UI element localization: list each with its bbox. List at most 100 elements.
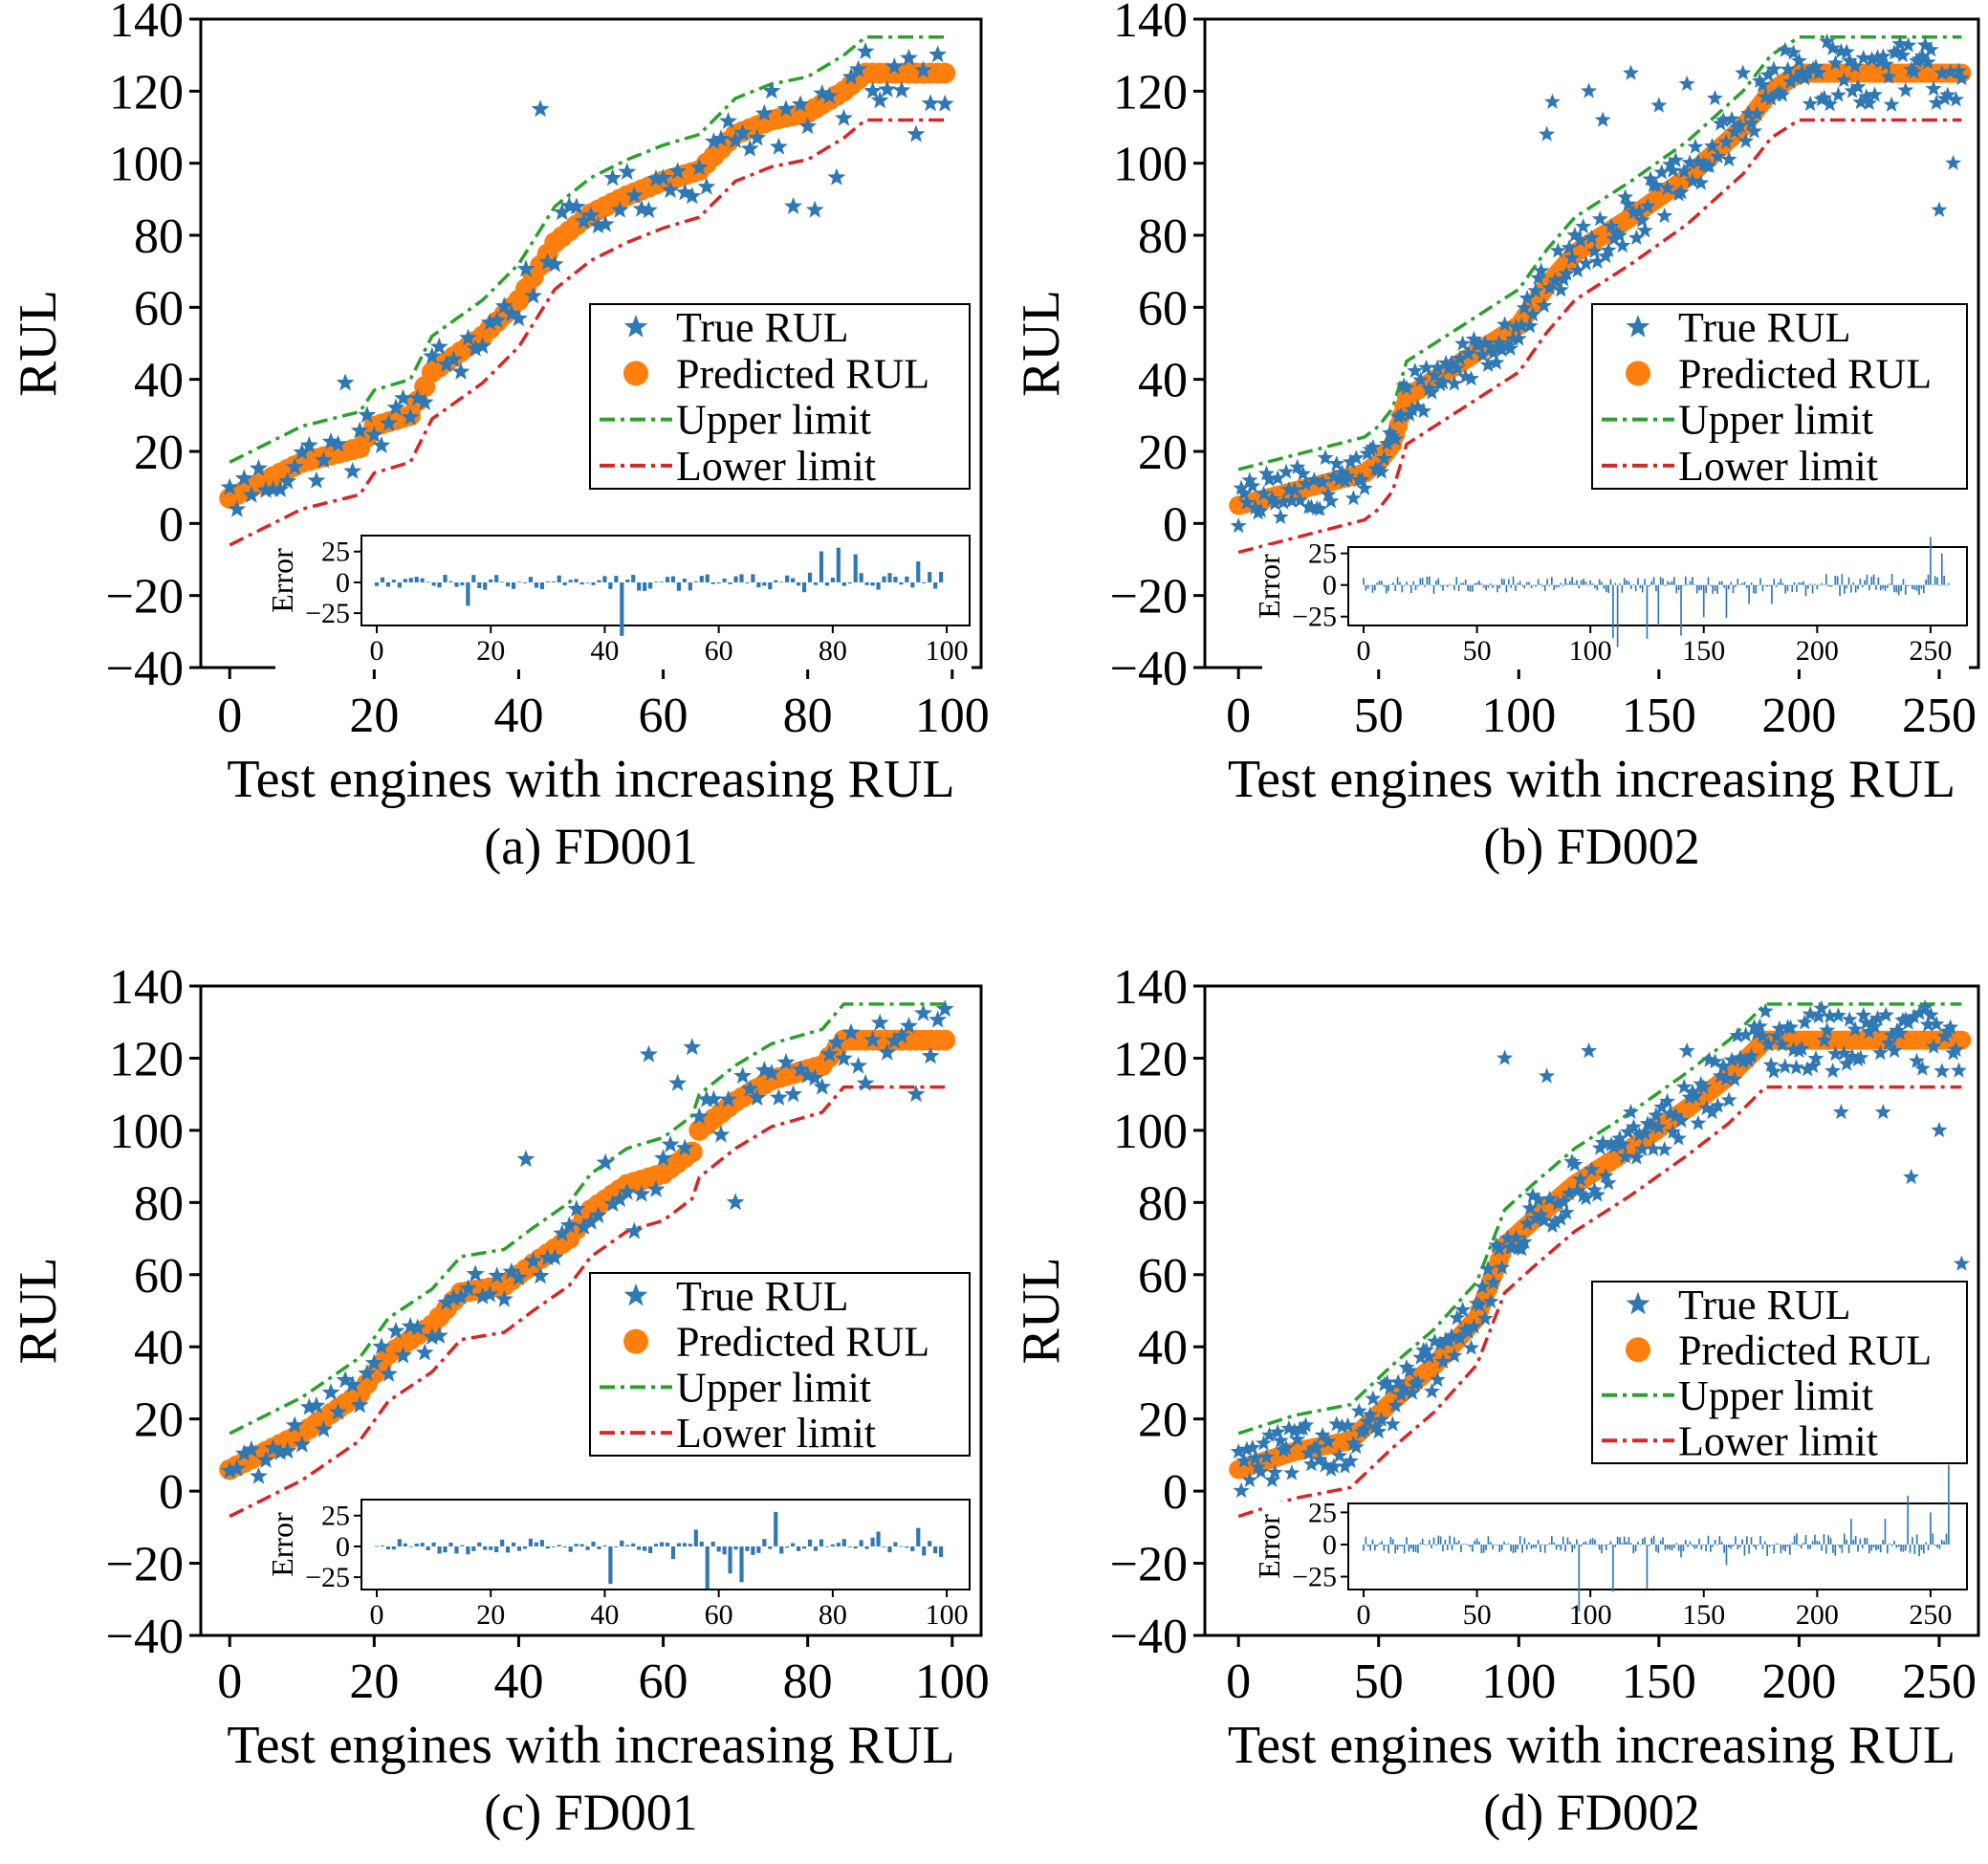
x-axis-label: Test engines with increasing RUL bbox=[227, 1716, 954, 1775]
true-point bbox=[733, 1066, 753, 1085]
error-bar bbox=[1811, 1541, 1814, 1545]
true-point bbox=[444, 350, 463, 368]
true-point bbox=[1471, 1296, 1488, 1312]
error-bar bbox=[1474, 582, 1476, 585]
error-bar bbox=[1930, 537, 1932, 585]
true-point bbox=[1365, 1390, 1382, 1406]
true-point bbox=[1835, 1044, 1852, 1061]
true-point bbox=[1838, 43, 1855, 59]
true-point bbox=[1816, 89, 1833, 105]
true-point bbox=[1566, 227, 1584, 243]
error-bar bbox=[494, 1546, 499, 1553]
true-point bbox=[1476, 1309, 1494, 1327]
true-point bbox=[1827, 55, 1845, 71]
error-bar bbox=[836, 1543, 841, 1546]
true-point bbox=[1611, 1129, 1628, 1146]
error-bar bbox=[1528, 1542, 1530, 1545]
true-point bbox=[1819, 1021, 1836, 1038]
true-point bbox=[1877, 55, 1894, 72]
error-bar bbox=[682, 1543, 687, 1546]
error-bar bbox=[1877, 1544, 1880, 1550]
true-point bbox=[220, 477, 239, 495]
error-bar bbox=[1478, 1541, 1480, 1545]
error-bar bbox=[414, 577, 419, 582]
true-point bbox=[545, 1248, 564, 1266]
true-point bbox=[1289, 458, 1306, 474]
true-point bbox=[603, 168, 623, 186]
series-upper-limit bbox=[229, 1002, 946, 1436]
x-tick-label: 20 bbox=[349, 1655, 399, 1709]
error-bar bbox=[739, 574, 744, 582]
error-bar bbox=[1474, 1541, 1476, 1545]
error-bar bbox=[1800, 582, 1802, 585]
true-point bbox=[1552, 1210, 1569, 1226]
true-point bbox=[1664, 162, 1682, 178]
legend-marker-true bbox=[1626, 315, 1650, 338]
true-point bbox=[1678, 1042, 1695, 1059]
error-bar bbox=[1540, 583, 1541, 585]
inset-x-tick-label: 250 bbox=[1909, 1599, 1952, 1631]
error-bar bbox=[1778, 1544, 1780, 1545]
error-bar bbox=[1913, 584, 1916, 590]
error-bar bbox=[1568, 581, 1571, 585]
error-bar bbox=[1753, 1544, 1755, 1547]
error-bar bbox=[1603, 1544, 1606, 1546]
true-point bbox=[1867, 1018, 1884, 1034]
true-point bbox=[1431, 1335, 1449, 1351]
true-point bbox=[307, 1396, 326, 1414]
error-bar bbox=[1804, 584, 1807, 597]
error-bar bbox=[705, 574, 710, 582]
error-bar bbox=[1671, 581, 1673, 585]
true-point bbox=[1648, 177, 1665, 193]
error-bar bbox=[1743, 1544, 1746, 1556]
error-bar bbox=[1687, 584, 1689, 586]
true-point bbox=[1782, 73, 1800, 89]
true-point bbox=[1771, 83, 1788, 99]
true-point bbox=[1594, 1133, 1611, 1151]
error-bar bbox=[1741, 582, 1743, 585]
true-point bbox=[494, 1289, 513, 1307]
true-point bbox=[1247, 499, 1264, 515]
error-bar bbox=[1854, 1536, 1857, 1545]
error-bar bbox=[1646, 584, 1649, 639]
true-point bbox=[1494, 1259, 1511, 1275]
true-point bbox=[834, 108, 853, 126]
series-lower-limit bbox=[229, 1085, 946, 1519]
true-point bbox=[769, 137, 788, 155]
error-bar bbox=[1641, 584, 1644, 593]
true-point bbox=[1939, 86, 1956, 102]
error-bar bbox=[1525, 581, 1528, 585]
error-bar bbox=[631, 575, 636, 582]
error-bar bbox=[1864, 580, 1866, 585]
inset-y-tick-label: 0 bbox=[336, 1531, 350, 1563]
true-point bbox=[878, 1042, 897, 1061]
true-point bbox=[1381, 424, 1398, 441]
error-bar bbox=[443, 575, 448, 582]
error-bar bbox=[1861, 1544, 1864, 1548]
error-bar bbox=[1852, 582, 1855, 585]
inset-y-tick-label: −25 bbox=[305, 598, 350, 629]
error-bar bbox=[1750, 582, 1753, 585]
true-point bbox=[1630, 203, 1648, 219]
error-bar bbox=[380, 577, 385, 582]
error-bar bbox=[836, 547, 841, 582]
true-point bbox=[1594, 111, 1611, 127]
true-point bbox=[1233, 479, 1250, 495]
error-bar bbox=[1907, 584, 1910, 586]
true-point bbox=[1735, 1053, 1752, 1069]
true-point bbox=[545, 254, 564, 273]
true-point bbox=[386, 1321, 405, 1339]
y-tick-label: −20 bbox=[1110, 570, 1188, 625]
error-bar bbox=[728, 1546, 732, 1574]
error-bar bbox=[659, 1542, 665, 1546]
error-bar bbox=[551, 1546, 556, 1547]
true-point bbox=[386, 398, 405, 416]
true-point bbox=[249, 1466, 268, 1484]
true-point bbox=[1919, 54, 1936, 70]
true-point bbox=[1824, 1062, 1842, 1079]
y-tick-label: 20 bbox=[1138, 1393, 1188, 1448]
legend-label: True RUL bbox=[1678, 1282, 1851, 1328]
